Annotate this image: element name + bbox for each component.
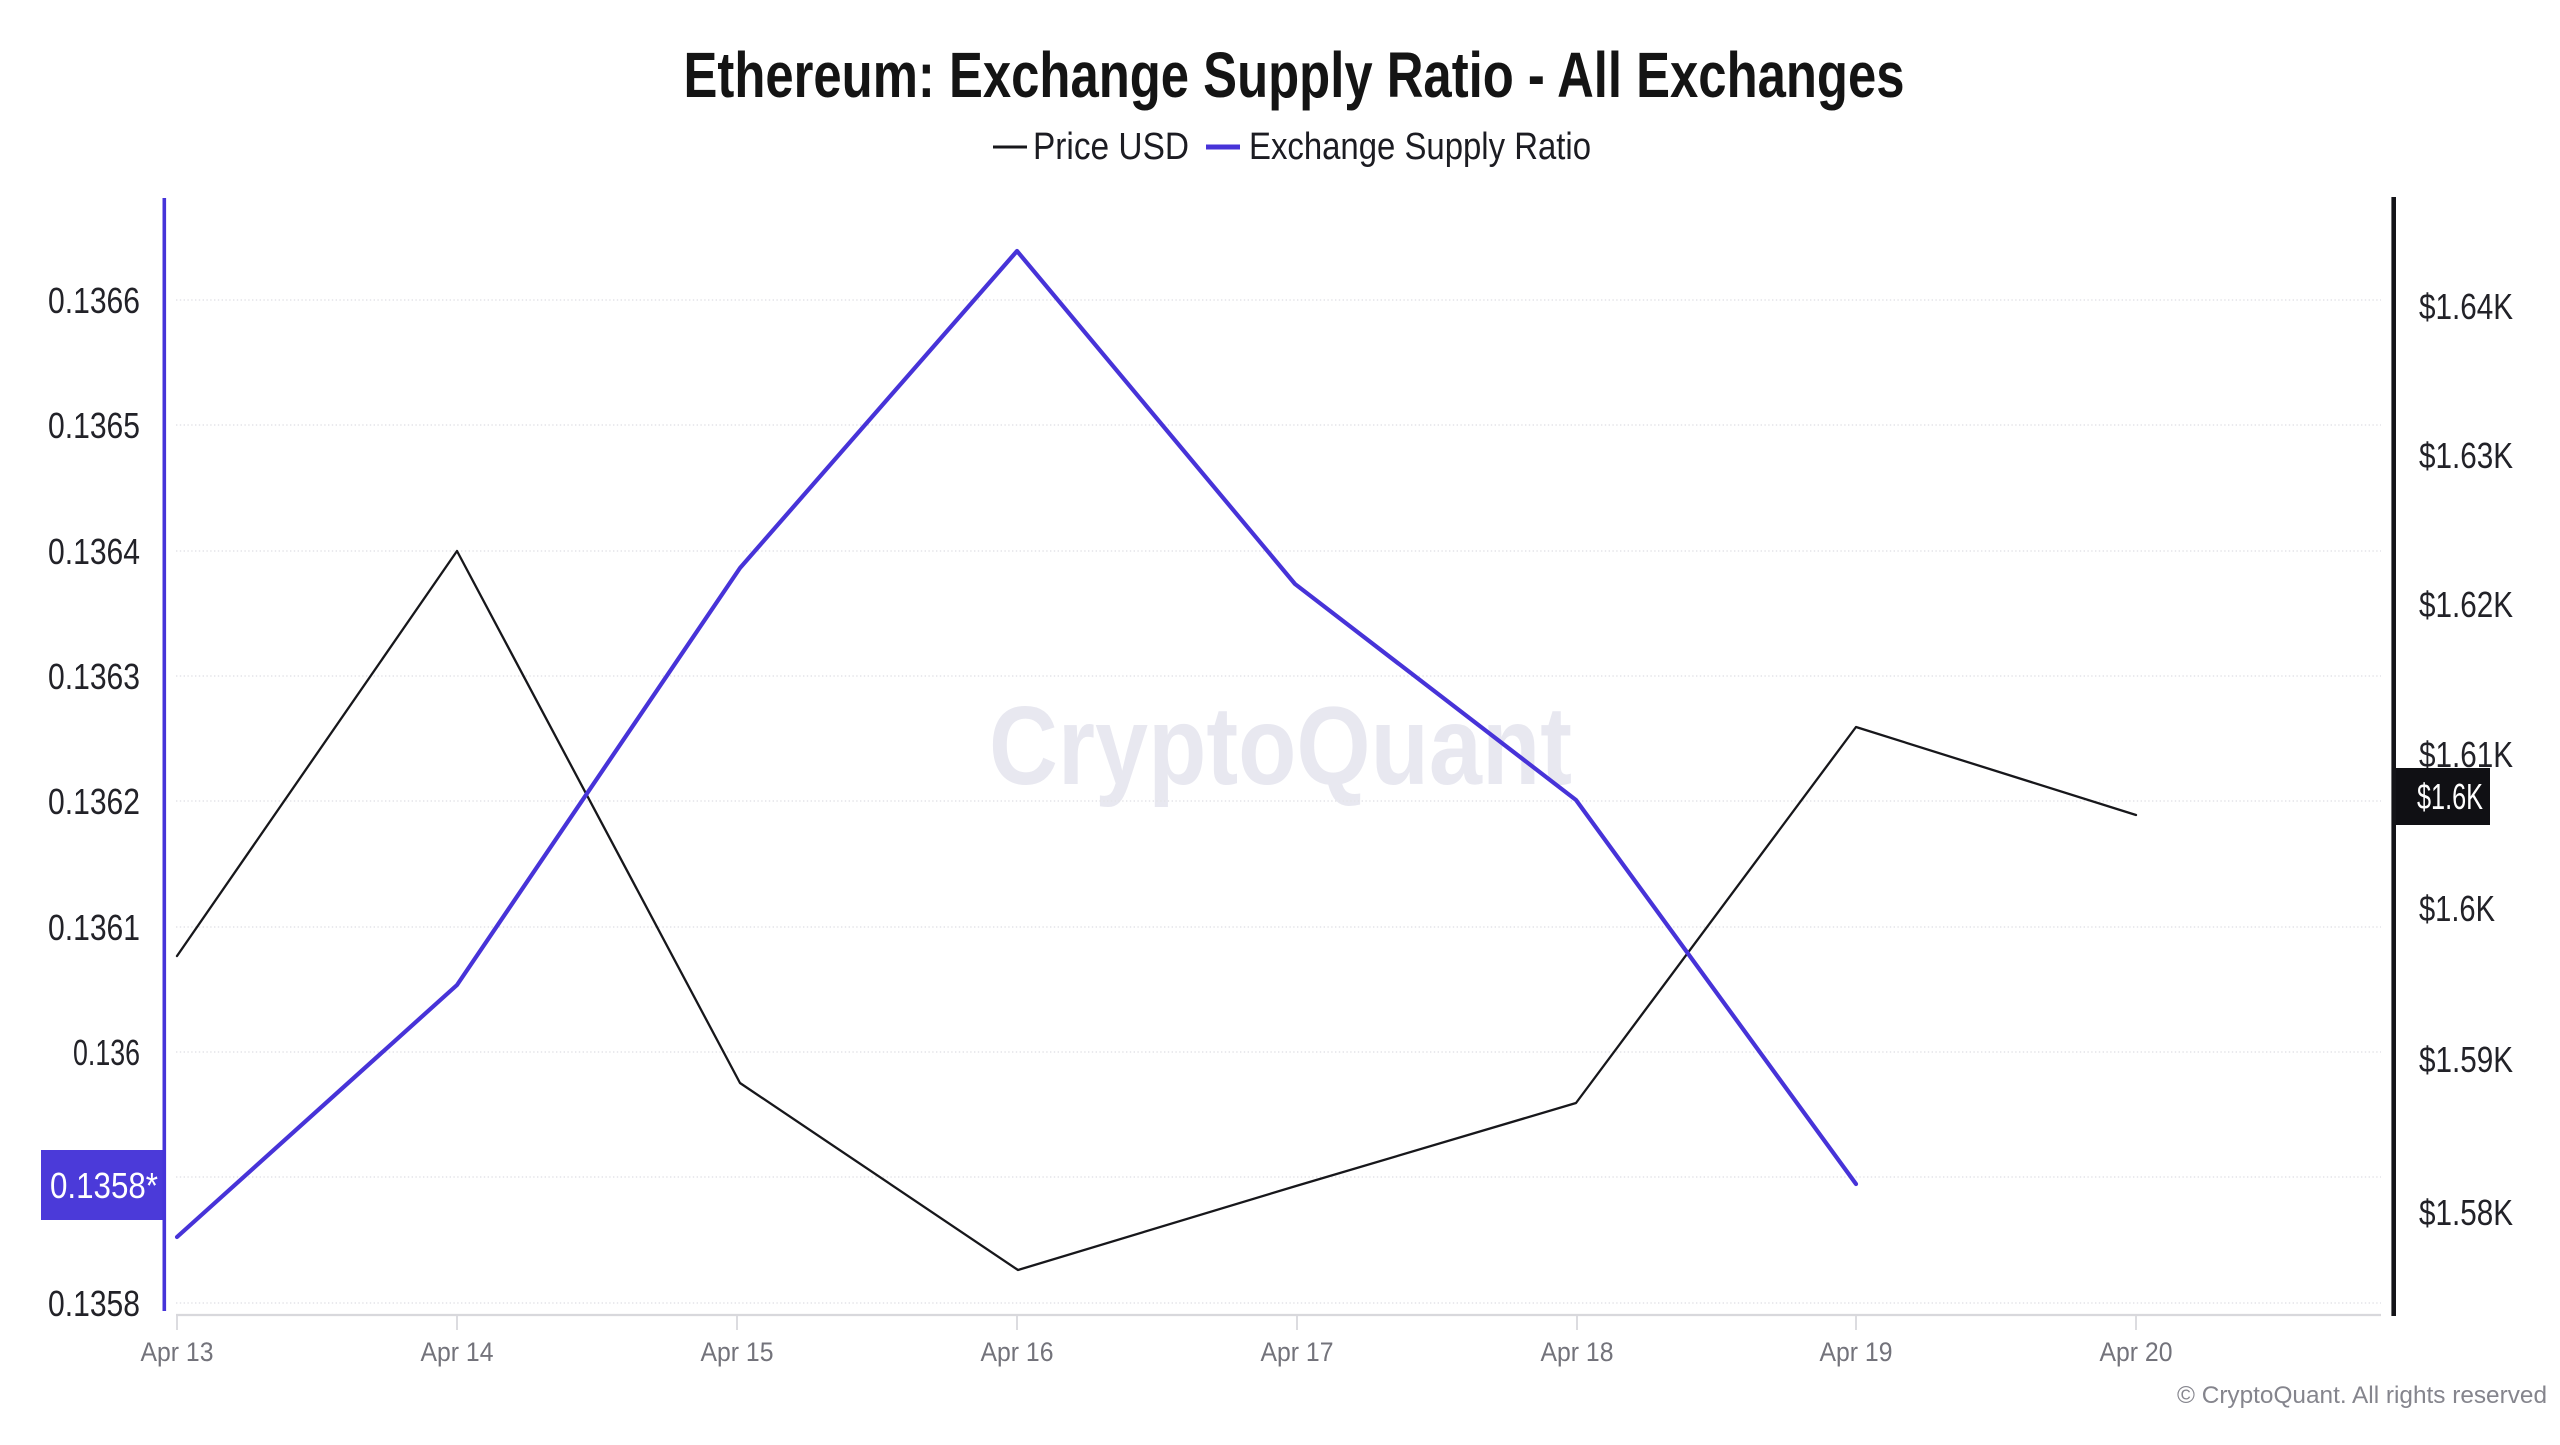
svg-text:Apr 19: Apr 19 <box>1820 1337 1893 1367</box>
svg-text:$1.64K: $1.64K <box>2419 286 2513 327</box>
svg-text:0.1361: 0.1361 <box>48 907 140 948</box>
svg-text:0.1363: 0.1363 <box>48 656 140 697</box>
svg-text:Apr 14: Apr 14 <box>421 1337 494 1367</box>
svg-text:CryptoQuant: CryptoQuant <box>989 684 1572 808</box>
svg-text:$1.59K: $1.59K <box>2419 1039 2513 1080</box>
svg-text:0.1365: 0.1365 <box>48 405 140 446</box>
svg-text:$1.62K: $1.62K <box>2419 584 2513 625</box>
svg-text:Exchange Supply Ratio: Exchange Supply Ratio <box>1249 126 1591 168</box>
svg-text:Apr 17: Apr 17 <box>1261 1337 1334 1367</box>
svg-text:Ethereum: Exchange Supply Rati: Ethereum: Exchange Supply Ratio - All Ex… <box>684 39 1905 111</box>
svg-text:0.1364: 0.1364 <box>48 531 140 572</box>
svg-text:0.1362: 0.1362 <box>48 781 140 822</box>
svg-text:$1.6K: $1.6K <box>2419 888 2495 929</box>
svg-text:Apr 15: Apr 15 <box>701 1337 774 1367</box>
svg-text:0.136: 0.136 <box>73 1032 140 1073</box>
svg-text:$1.63K: $1.63K <box>2419 435 2513 476</box>
svg-text:0.1366: 0.1366 <box>48 280 140 321</box>
svg-text:Apr 16: Apr 16 <box>981 1337 1054 1367</box>
svg-text:Apr 18: Apr 18 <box>1541 1337 1614 1367</box>
svg-text:Apr 13: Apr 13 <box>141 1337 214 1367</box>
svg-text:0.1358: 0.1358 <box>48 1283 140 1324</box>
svg-text:0.1358*: 0.1358* <box>50 1165 158 1206</box>
svg-text:Price USD: Price USD <box>1033 126 1189 168</box>
svg-text:$1.6K: $1.6K <box>2417 776 2483 817</box>
svg-text:$1.58K: $1.58K <box>2419 1192 2513 1233</box>
svg-text:© CryptoQuant. All rights rese: © CryptoQuant. All rights reserved <box>2177 1382 2547 1409</box>
svg-text:Apr 20: Apr 20 <box>2100 1337 2173 1367</box>
